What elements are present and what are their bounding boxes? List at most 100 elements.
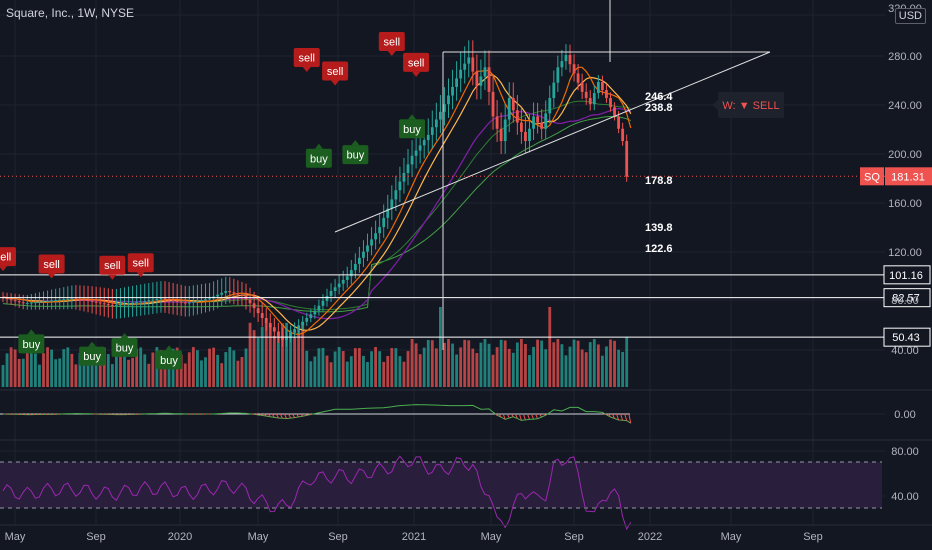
volume-bar (329, 362, 333, 387)
level-label-box (883, 288, 931, 308)
candle-body (475, 71, 479, 86)
volume-bar (305, 350, 309, 387)
candle-body (349, 270, 353, 277)
weekly-signal-pointer (712, 100, 718, 110)
volume-bar (228, 347, 232, 387)
volume-bar (277, 331, 280, 387)
candle-body (5, 298, 9, 300)
signal-pointer (108, 274, 117, 280)
volume-bar (353, 348, 357, 387)
candle-body (268, 322, 272, 328)
volume-bar (556, 339, 560, 387)
volume-bar (29, 347, 33, 387)
candle-body (495, 116, 499, 129)
candle-body (370, 239, 373, 246)
signal-box (99, 255, 126, 275)
candle-body (317, 305, 321, 311)
level-label: 82.57 (892, 293, 920, 305)
candle-body (94, 301, 98, 303)
volume-bar (455, 354, 458, 387)
ma-value-label: 238.8 (645, 102, 673, 114)
candle-body (232, 292, 236, 294)
volume-bar (240, 357, 244, 387)
volume-bar (358, 348, 361, 387)
moving-average-mid (2, 74, 632, 331)
volume-bar (596, 344, 600, 387)
level-label: 101.16 (889, 270, 923, 282)
volume-bar (418, 354, 422, 387)
rsi-axis-tick: 80.00 (891, 446, 919, 458)
volume-bar (507, 348, 511, 387)
candle-body (520, 122, 523, 132)
volume-bar (293, 337, 296, 387)
candle-body (305, 318, 309, 322)
rsi-line (2, 455, 632, 531)
volume-bar (325, 355, 329, 387)
currency-badge[interactable]: USD (894, 8, 926, 24)
candle-body (50, 300, 53, 302)
volume-bar (208, 348, 211, 387)
candle-body (187, 302, 191, 304)
candle-body (487, 67, 491, 92)
macd-negative (4, 413, 632, 424)
volume-bar (285, 322, 288, 387)
candle-body (503, 119, 507, 142)
volume-bar (613, 340, 616, 387)
candle-body (418, 145, 422, 151)
y-axis-tick-label: 280.00 (888, 51, 922, 63)
volume-bar (151, 352, 155, 387)
signal-box (111, 338, 138, 358)
candle-body (309, 314, 313, 319)
signal-pointer (27, 329, 36, 335)
volume-bar (78, 352, 82, 387)
volume-bar (220, 363, 224, 387)
volume-bar (491, 354, 495, 387)
candle-body (171, 300, 175, 302)
volume-bar (54, 359, 58, 387)
candle-body (90, 300, 94, 302)
candle-body (625, 141, 629, 177)
buy-signal-label: buy (305, 143, 332, 168)
signal-pointer (314, 143, 323, 149)
y-axis-tick-label: 40.00 (891, 345, 919, 357)
candle-body (163, 298, 167, 300)
signal-text: buy (116, 343, 134, 355)
volume-bar (196, 350, 199, 387)
candle-body (540, 122, 544, 129)
ma-value-label: 122.6 (645, 243, 673, 255)
x-axis-tick-label: May (721, 531, 742, 543)
candle-body (106, 304, 110, 306)
candle-body (200, 300, 203, 302)
volume-bar (592, 339, 596, 387)
volume-bar (66, 347, 70, 387)
signal-text: buy (346, 150, 364, 162)
volume-bar (260, 326, 264, 387)
candle-body (426, 134, 430, 141)
ma-value-label: 139.8 (645, 222, 673, 234)
buy-signal-label: buy (18, 329, 45, 354)
candle-body (127, 303, 130, 305)
candle-body (366, 245, 369, 252)
candle-body (78, 298, 82, 300)
volume-bar (499, 339, 503, 387)
last-price-label: 181.31 (891, 171, 925, 183)
volume-bar (548, 307, 552, 387)
volume-bar (475, 353, 479, 387)
volume-bar (204, 357, 207, 387)
volume-bar (313, 356, 317, 387)
signal-box (0, 247, 16, 267)
candle-body (208, 298, 211, 300)
candle-body (13, 300, 17, 302)
candle-body (447, 95, 450, 105)
buy-signal-label: buy (399, 114, 426, 139)
signal-box (342, 145, 369, 165)
trend-line-rising[interactable] (334, 51, 771, 233)
signal-pointer (302, 66, 311, 72)
candle-body (159, 298, 163, 300)
signal-text: sell (298, 52, 315, 64)
volume-bar (471, 348, 475, 387)
y-axis-tick-label: 200.00 (888, 149, 922, 161)
candle-body (601, 82, 604, 91)
